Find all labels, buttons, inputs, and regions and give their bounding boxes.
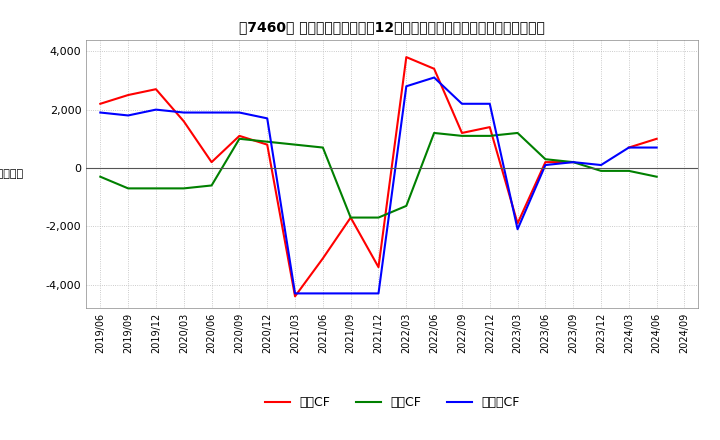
営業CF	[179, 119, 188, 124]
営業CF	[96, 101, 104, 106]
営業CF	[624, 145, 633, 150]
フリーCF	[402, 84, 410, 89]
営業CF	[318, 256, 327, 261]
フリーCF	[291, 291, 300, 296]
投資CF	[207, 183, 216, 188]
Line: 営業CF: 営業CF	[100, 57, 657, 296]
投資CF	[485, 133, 494, 139]
フリーCF	[569, 159, 577, 165]
投資CF	[541, 157, 550, 162]
営業CF	[235, 133, 243, 139]
投資CF	[458, 133, 467, 139]
投資CF	[624, 168, 633, 173]
営業CF	[207, 159, 216, 165]
投資CF	[263, 139, 271, 144]
投資CF	[291, 142, 300, 147]
フリーCF	[124, 113, 132, 118]
フリーCF	[96, 110, 104, 115]
営業CF	[152, 87, 161, 92]
営業CF	[485, 125, 494, 130]
営業CF	[263, 142, 271, 147]
フリーCF	[235, 110, 243, 115]
Line: 投資CF: 投資CF	[100, 133, 657, 217]
フリーCF	[263, 116, 271, 121]
Title: 【7460】 キャッシュフローの12か月移動合計の対前年同期増減額の推移: 【7460】 キャッシュフローの12か月移動合計の対前年同期増減額の推移	[240, 20, 545, 34]
フリーCF	[374, 291, 383, 296]
投資CF	[318, 145, 327, 150]
営業CF	[541, 159, 550, 165]
営業CF	[458, 130, 467, 136]
営業CF	[402, 55, 410, 60]
営業CF	[346, 215, 355, 220]
投資CF	[513, 130, 522, 136]
投資CF	[569, 159, 577, 165]
営業CF	[513, 221, 522, 226]
営業CF	[430, 66, 438, 71]
投資CF	[374, 215, 383, 220]
フリーCF	[458, 101, 467, 106]
フリーCF	[152, 107, 161, 112]
営業CF	[291, 293, 300, 299]
投資CF	[124, 186, 132, 191]
フリーCF	[318, 291, 327, 296]
フリーCF	[207, 110, 216, 115]
Y-axis label: （百万円）: （百万円）	[0, 169, 24, 179]
投資CF	[96, 174, 104, 180]
フリーCF	[179, 110, 188, 115]
営業CF	[569, 159, 577, 165]
投資CF	[402, 203, 410, 209]
投資CF	[597, 168, 606, 173]
営業CF	[374, 264, 383, 270]
フリーCF	[485, 101, 494, 106]
投資CF	[652, 174, 661, 180]
フリーCF	[346, 291, 355, 296]
営業CF	[652, 136, 661, 141]
フリーCF	[541, 162, 550, 168]
フリーCF	[430, 75, 438, 80]
投資CF	[346, 215, 355, 220]
Line: フリーCF: フリーCF	[100, 77, 657, 293]
投資CF	[430, 130, 438, 136]
投資CF	[152, 186, 161, 191]
フリーCF	[597, 162, 606, 168]
フリーCF	[513, 227, 522, 232]
投資CF	[179, 186, 188, 191]
フリーCF	[624, 145, 633, 150]
Legend: 営業CF, 投資CF, フリーCF: 営業CF, 投資CF, フリーCF	[260, 392, 525, 414]
フリーCF	[652, 145, 661, 150]
営業CF	[124, 92, 132, 98]
投資CF	[235, 136, 243, 141]
